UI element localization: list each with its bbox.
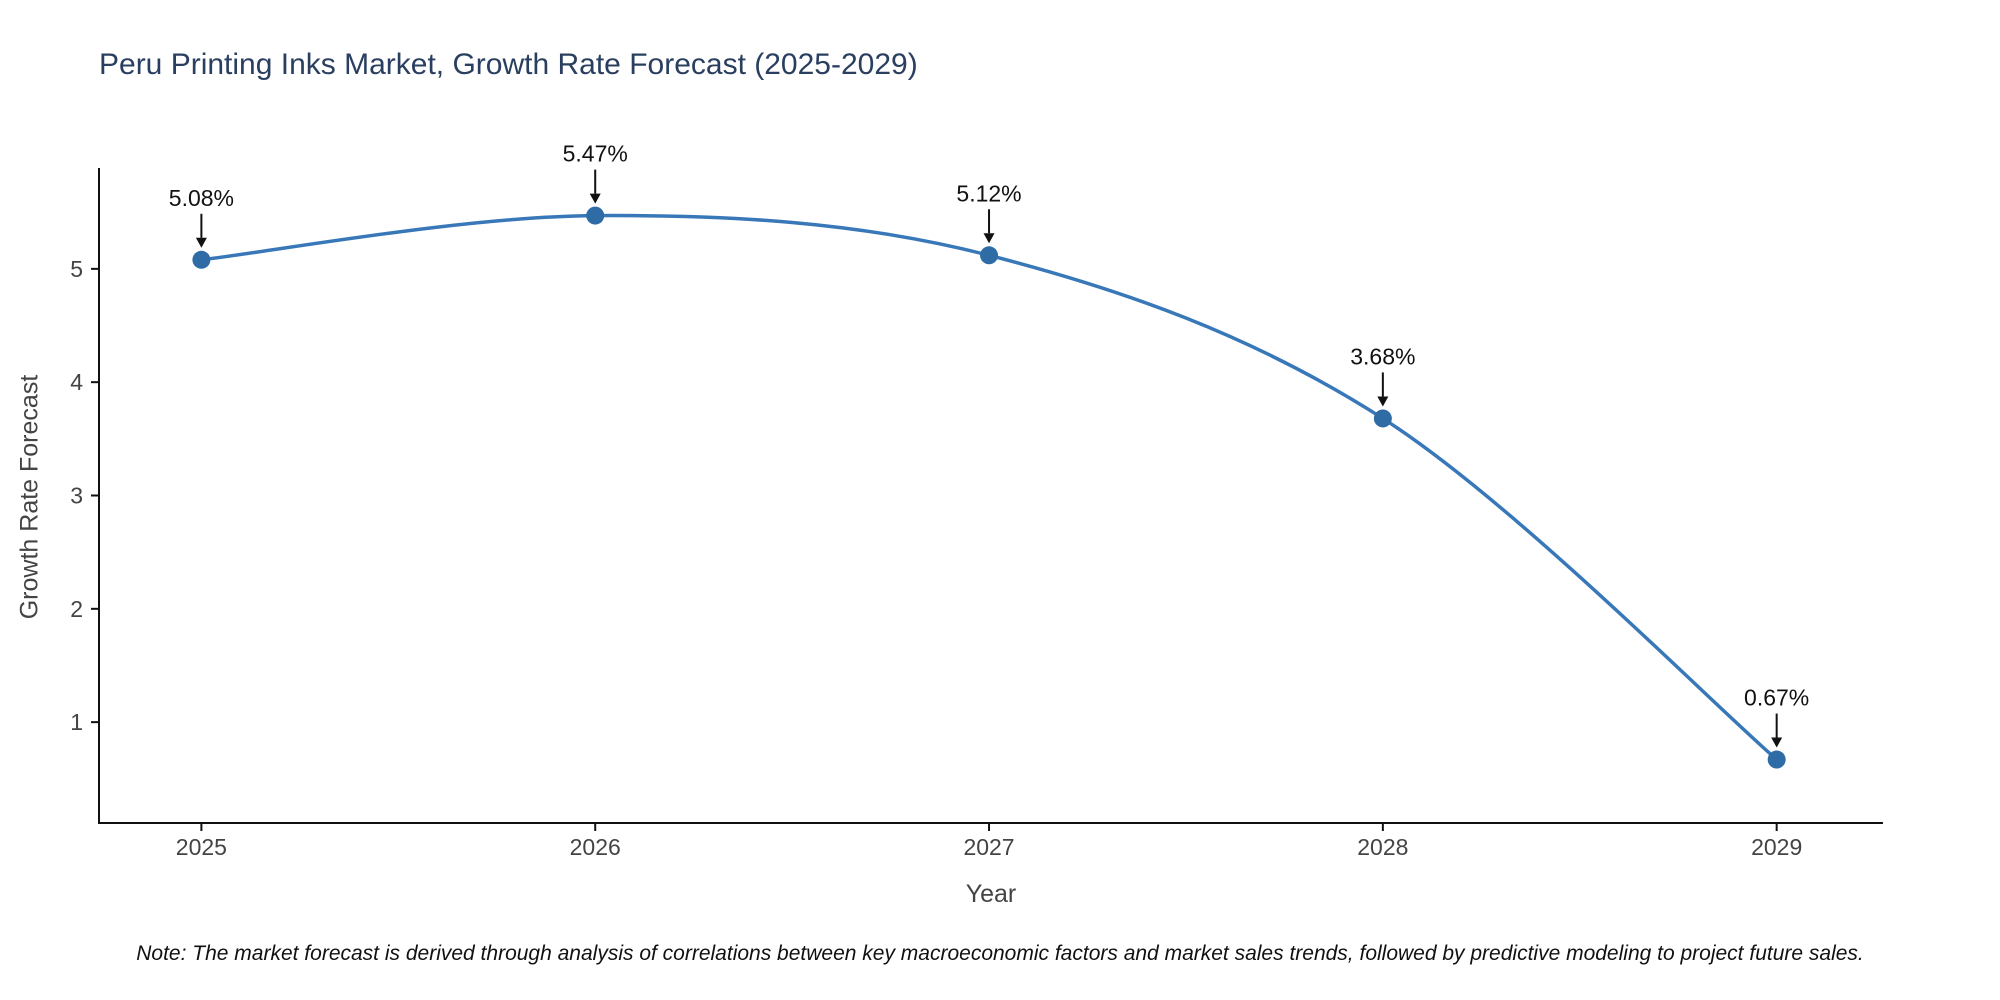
x-axis-title: Year (965, 880, 1017, 908)
annotation-arrowhead (589, 193, 601, 204)
y-axis-title: Growth Rate Forecast (15, 374, 44, 620)
y-tick-label: 4 (70, 369, 83, 395)
point-label: 5.47% (563, 141, 628, 167)
x-tick-label: 2027 (963, 834, 1014, 860)
forecast-line (199, 213, 1779, 762)
axis-lines (98, 168, 1883, 824)
x-tick-label: 2029 (1751, 834, 1802, 860)
footnote: Note: The market forecast is derived thr… (136, 942, 1864, 965)
y-tick-label: 5 (70, 256, 83, 282)
data-point[interactable] (980, 246, 999, 265)
x-tick-label: 2025 (176, 834, 227, 860)
data-point[interactable] (192, 250, 211, 269)
y-tick-label: 1 (70, 709, 83, 735)
annotation-arrowhead (195, 237, 207, 248)
data-point[interactable] (1373, 409, 1392, 428)
annotation-arrowhead (1771, 737, 1783, 748)
annotation-arrowhead (983, 233, 995, 244)
point-label: 5.08% (169, 185, 234, 211)
data-point[interactable] (586, 206, 605, 225)
y-tick-label: 3 (70, 483, 83, 509)
chart-title: Peru Printing Inks Market, Growth Rate F… (99, 48, 918, 81)
x-tick-label: 2028 (1357, 834, 1408, 860)
point-label: 5.12% (956, 180, 1021, 206)
point-label: 0.67% (1744, 685, 1809, 711)
data-point[interactable] (1767, 750, 1786, 769)
annotation-arrowhead (1377, 396, 1389, 407)
x-tick-label: 2026 (570, 834, 621, 860)
y-tick-label: 2 (70, 596, 83, 622)
point-label: 3.68% (1350, 343, 1415, 369)
